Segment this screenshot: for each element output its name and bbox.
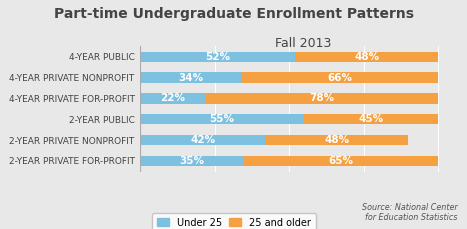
Legend: Under 25, 25 and older: Under 25, 25 and older xyxy=(152,213,316,229)
Bar xyxy=(140,135,265,145)
Text: 52%: 52% xyxy=(205,52,230,62)
Text: 34%: 34% xyxy=(178,73,203,82)
Text: 35%: 35% xyxy=(180,156,205,166)
Bar xyxy=(295,52,438,62)
Text: Source: National Center
for Education Statistics: Source: National Center for Education St… xyxy=(362,203,458,222)
Bar xyxy=(140,156,244,166)
Text: 78%: 78% xyxy=(309,93,334,103)
Bar xyxy=(140,52,295,62)
Text: 65%: 65% xyxy=(329,156,354,166)
Bar xyxy=(205,93,438,104)
Bar xyxy=(140,93,205,104)
Bar xyxy=(244,156,438,166)
Bar xyxy=(140,72,241,83)
Text: Fall 2013: Fall 2013 xyxy=(276,37,332,50)
Text: 45%: 45% xyxy=(359,114,383,124)
Bar xyxy=(304,114,438,124)
Text: Part-time Undergraduate Enrollment Patterns: Part-time Undergraduate Enrollment Patte… xyxy=(54,7,413,21)
Bar xyxy=(140,114,304,124)
Text: 48%: 48% xyxy=(324,135,349,145)
Text: 22%: 22% xyxy=(160,93,185,103)
Text: 48%: 48% xyxy=(354,52,379,62)
Bar xyxy=(241,72,438,83)
Text: 66%: 66% xyxy=(327,73,352,82)
Text: 55%: 55% xyxy=(210,114,234,124)
Bar xyxy=(265,135,408,145)
Text: 42%: 42% xyxy=(190,135,215,145)
